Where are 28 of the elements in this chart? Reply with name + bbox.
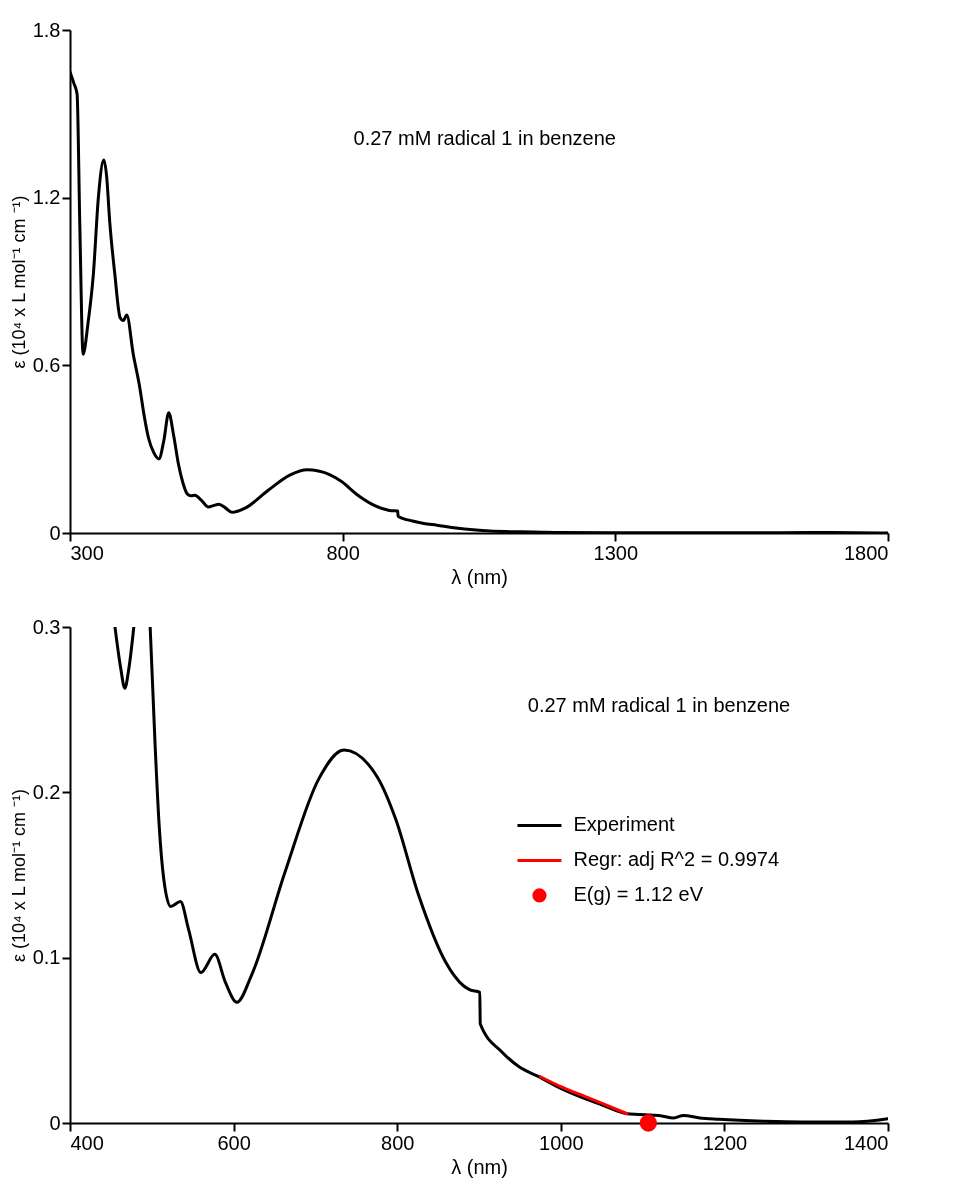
x-tick-label: 800 — [326, 541, 360, 564]
x-tick-label: 1800 — [844, 541, 889, 564]
y-tick-label: 0.2 — [32, 780, 61, 803]
y-tick-label: 0.6 — [32, 353, 61, 376]
y-tick-label: 0.3 — [32, 615, 61, 638]
x-axis-title: λ (nm) — [451, 1155, 508, 1178]
y-tick-label: 1.2 — [32, 186, 61, 209]
legend-label: Experiment — [573, 813, 676, 836]
annotation: 0.27 mM radical 1 in benzene — [527, 694, 791, 717]
x-tick-label: 800 — [381, 1131, 415, 1154]
x-tick-label: 1000 — [539, 1131, 584, 1154]
y-axis-title: ε (10⁴ x L mol⁻¹ cm ⁻¹) — [8, 788, 29, 963]
x-axis-title: λ (nm) — [451, 565, 508, 588]
y-axis-title: ε (10⁴ x L mol⁻¹ cm ⁻¹) — [8, 195, 29, 369]
x-tick-label: 1200 — [702, 1131, 748, 1154]
x-tick-label: 1400 — [844, 1131, 889, 1154]
x-tick-label: 300 — [70, 541, 104, 564]
annotation: 0.27 mM radical 1 in benzene — [353, 127, 616, 150]
line-series — [538, 1075, 629, 1116]
x-tick-label: 600 — [217, 1131, 251, 1154]
x-tick-label: 400 — [70, 1131, 104, 1154]
y-tick-label: 0 — [49, 1111, 61, 1134]
y-tick-label: 0 — [49, 521, 61, 544]
y-tick-label: 1.8 — [32, 18, 61, 41]
x-tick-label: 1300 — [593, 541, 639, 564]
legend-label: Regr: adj R^2 = 0.9974 — [573, 848, 780, 871]
legend-label: E(g) = 1.12 eV — [573, 883, 704, 906]
y-tick-label: 0.1 — [32, 946, 61, 969]
